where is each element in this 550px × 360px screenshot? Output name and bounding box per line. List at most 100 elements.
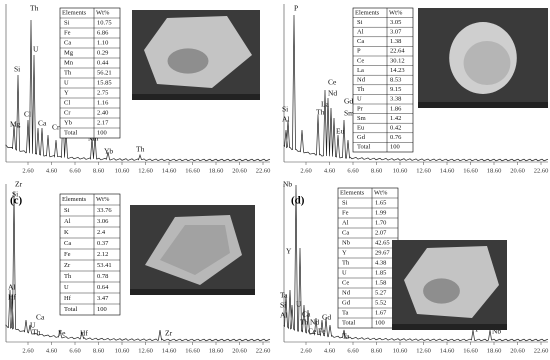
x-tick-label: 4.60	[324, 347, 335, 354]
table-cell: Zr	[64, 262, 71, 269]
x-tick-label: 12.60	[138, 347, 153, 354]
x-tick-label: 10.60	[115, 167, 130, 174]
x-tick-label: 2.60	[300, 347, 311, 354]
x-tick-label: 14.60	[440, 347, 455, 354]
peak-label: Al	[280, 311, 288, 320]
peak-label: U	[296, 300, 302, 309]
table-cell: Fe	[342, 209, 349, 216]
x-tick-label: 20.60	[232, 347, 247, 354]
peak-label: Eu	[336, 127, 345, 136]
table-cell: 10.75	[97, 19, 112, 26]
x-tick-label: 4.60	[46, 347, 57, 354]
panel: 2.60 4.60 6.60 8.60 10.60 12.60 14.60 16.60 18.6…	[5, 4, 271, 174]
table-cell: 2.17	[97, 119, 109, 126]
table-header: Elements	[340, 189, 365, 196]
table-frame	[352, 7, 414, 153]
x-tick-label: 18.60	[209, 167, 224, 174]
panel-label: (c)	[10, 195, 23, 207]
table-cell: La	[357, 67, 364, 74]
table-cell: 100	[97, 306, 107, 313]
table-cell: 15.85	[97, 79, 112, 86]
table-cell: Pr	[357, 105, 364, 112]
sem-info-bar	[132, 94, 260, 100]
table-cell: Cl	[64, 99, 70, 106]
table-cell: Th	[342, 259, 350, 266]
table-cell: Ca	[357, 38, 364, 45]
x-tick-label: 18.60	[487, 167, 502, 174]
sem-info-bar	[418, 102, 548, 108]
table-cell: 42.65	[375, 239, 390, 246]
table-cell: Y	[342, 249, 347, 256]
table-cell: U	[64, 284, 69, 291]
peak-label: Ce	[308, 327, 317, 336]
table-cell: Total	[342, 319, 355, 326]
table-cell: Total	[64, 129, 77, 136]
table-cell: Y	[64, 89, 69, 96]
peak-label: Yb	[104, 147, 113, 156]
x-tick-label: 14.60	[440, 167, 455, 174]
table-cell: Nb	[342, 239, 350, 246]
x-tick-label: 6.60	[69, 347, 80, 354]
peak-label: Zr	[165, 329, 173, 338]
peak-label: Si	[14, 65, 20, 74]
x-tick-label: 20.60	[510, 167, 525, 174]
table-header: Elements	[62, 196, 87, 203]
peak-label: Sm	[344, 109, 354, 118]
peak-label: Al	[8, 283, 16, 292]
grain-shade	[423, 278, 460, 304]
table-header: Wt%	[96, 196, 110, 203]
table-cell: 2.12	[97, 251, 108, 258]
peak-label: Cr	[52, 123, 60, 132]
table-cell: 2.07	[375, 229, 387, 236]
peak-label: Fe	[318, 327, 326, 336]
table-cell: 1.58	[375, 279, 386, 286]
table-cell: Mn	[64, 59, 74, 66]
peak-label: Hf	[80, 329, 88, 338]
x-tick-label: 6.60	[347, 167, 358, 174]
x-tick-label: 20.60	[510, 347, 525, 354]
table-cell: 2.40	[97, 109, 108, 116]
table-cell: Ce	[357, 57, 364, 64]
x-tick-label: 18.60	[487, 347, 502, 354]
table-cell: Ca	[64, 240, 71, 247]
table-cell: U	[64, 79, 69, 86]
table-cell: 22.64	[390, 48, 405, 55]
spectrum	[283, 14, 549, 162]
table-cell: Mg	[64, 49, 74, 56]
peak-label: Si	[282, 105, 288, 114]
table-cell: 5.52	[375, 299, 386, 306]
table-cell: 2.75	[97, 89, 108, 96]
peak-label: Th	[32, 328, 41, 337]
table-cell: 100	[390, 144, 400, 151]
table-cell: Fe	[64, 29, 71, 36]
table-cell: Hf	[64, 295, 72, 302]
table-header: Wt%	[374, 189, 388, 196]
panel: 2.60 4.60 6.60 8.60 10.60 12.60 14.60 16.60 18.6…	[280, 180, 548, 355]
peak-label: P	[294, 4, 298, 13]
table-cell: 1.38	[390, 38, 401, 45]
x-tick-label: 20.60	[232, 167, 247, 174]
x-tick-label: 4.60	[46, 167, 57, 174]
peak-label: Ta	[342, 332, 350, 341]
table-cell: 1.70	[375, 219, 386, 226]
table-cell: 33.76	[97, 207, 112, 214]
spectrum	[5, 191, 271, 342]
x-tick-label: 22.60	[256, 167, 271, 174]
peak-label: Zr	[15, 180, 23, 189]
table-cell: 29.67	[375, 249, 390, 256]
table-cell: Cr	[64, 109, 71, 116]
table-cell: Ca	[64, 39, 71, 46]
peak-label: Th	[316, 108, 325, 117]
x-tick-label: 8.60	[371, 167, 382, 174]
peak-label: Th	[136, 145, 145, 154]
x-tick-label: 16.60	[463, 347, 478, 354]
x-tick-label: 2.60	[300, 167, 311, 174]
grain-face	[160, 225, 230, 275]
x-tick-label: 12.60	[138, 167, 153, 174]
table-cell: Ce	[342, 279, 349, 286]
grain-shade	[463, 41, 511, 85]
table-header: Wt%	[389, 9, 403, 16]
peak-label: Ca	[38, 119, 47, 128]
table-cell: 3.05	[390, 19, 401, 26]
